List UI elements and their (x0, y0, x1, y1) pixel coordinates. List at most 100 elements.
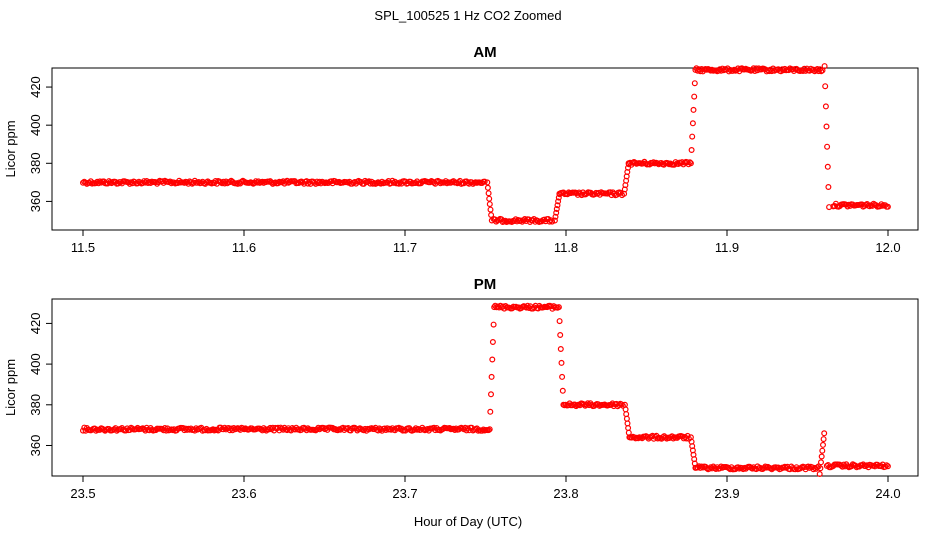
data-point (490, 321, 497, 328)
data-point (618, 401, 625, 408)
data-point (707, 464, 714, 471)
transition-4 (816, 430, 828, 478)
data-point (626, 434, 633, 441)
x-tick-label: 23.6 (231, 486, 256, 501)
data-point (485, 427, 492, 434)
transition-3 (687, 434, 699, 471)
plateau-segment-1 (492, 302, 561, 312)
panel-title: AM (473, 44, 496, 61)
plateau-segment-3 (625, 158, 693, 168)
data-point (749, 465, 756, 472)
data-point (692, 464, 699, 471)
x-tick-label: 23.9 (714, 486, 739, 501)
plot-frame (51, 298, 919, 477)
data-point (278, 425, 285, 432)
plateau-segment-4 (693, 463, 822, 473)
data-point (373, 180, 380, 187)
x-tick-label: 23.8 (553, 486, 578, 501)
data-point (734, 65, 741, 72)
plateau-segment-2 (556, 189, 625, 199)
data-point (557, 332, 564, 339)
data-point (692, 66, 699, 73)
data-point (559, 373, 566, 380)
transition-4 (821, 63, 833, 211)
data-point (557, 346, 564, 353)
data-point (142, 427, 149, 434)
data-point (687, 160, 694, 167)
data-point (817, 459, 824, 466)
y-tick-label: 360 (28, 435, 43, 457)
data-point (555, 194, 562, 201)
plateau-segment-5 (830, 200, 891, 210)
data-point (220, 426, 227, 433)
data-point (684, 432, 691, 439)
data-point (181, 179, 188, 186)
plateau-segment-5 (823, 461, 891, 471)
data-point (486, 426, 493, 433)
y-axis-label: Licor ppm (3, 359, 18, 416)
x-tick-label: 11.6 (232, 240, 256, 255)
y-tick-label: 400 (28, 353, 43, 375)
data-point (822, 103, 829, 110)
data-point (820, 436, 827, 443)
data-point (210, 426, 217, 433)
y-tick-label: 380 (28, 394, 43, 416)
data-point (427, 179, 434, 186)
chart-pm: PM Licor ppm 23.5 23.6 23.7 23.8 23.9 24.0 360 38… (3, 276, 919, 501)
data-point (821, 63, 828, 70)
x-axis-label: Hour of Day (UTC) (413, 514, 523, 529)
data-point (488, 373, 495, 380)
data-point (689, 133, 696, 140)
transition-3 (687, 66, 699, 167)
data-points (79, 302, 891, 478)
data-point (866, 203, 873, 210)
data-point (686, 159, 693, 166)
data-point (654, 160, 661, 167)
transition-1 (555, 304, 567, 408)
data-point (549, 218, 556, 225)
data-point (226, 179, 233, 186)
data-point (818, 453, 825, 460)
transition-0 (486, 304, 498, 433)
y-axis-label: Licor ppm (3, 120, 18, 177)
data-points (79, 63, 891, 226)
data-point (823, 123, 830, 130)
data-point (553, 209, 560, 216)
data-point (451, 427, 458, 434)
y-tick-label: 420 (28, 76, 43, 98)
data-point (623, 415, 630, 422)
data-point (611, 190, 618, 197)
data-point (488, 391, 495, 398)
data-point (691, 80, 698, 87)
data-point (444, 180, 451, 187)
data-point (489, 356, 496, 363)
x-tick-label: 11.9 (715, 240, 739, 255)
data-point (92, 427, 99, 434)
transition-2 (621, 401, 633, 441)
data-point (546, 218, 553, 225)
data-point (691, 93, 698, 100)
data-point (481, 178, 488, 185)
x-tick-label: 12.0 (875, 240, 900, 255)
plateau-segment-0 (79, 177, 488, 187)
data-point (825, 184, 832, 191)
data-point (650, 159, 657, 166)
data-point (819, 441, 826, 448)
data-point (395, 424, 402, 431)
data-point (635, 435, 642, 442)
data-point (555, 304, 562, 311)
data-point (805, 463, 812, 470)
data-point (688, 147, 695, 154)
data-point (446, 425, 453, 432)
data-point (488, 217, 495, 224)
plateau-segment-1 (490, 215, 556, 226)
data-point (82, 179, 89, 186)
x-tick-label: 24.0 (875, 486, 900, 501)
data-point (824, 143, 831, 150)
data-point (884, 203, 891, 210)
data-point (559, 387, 566, 394)
data-point (486, 195, 493, 202)
data-point (689, 120, 696, 127)
panel-title: PM (474, 276, 497, 293)
